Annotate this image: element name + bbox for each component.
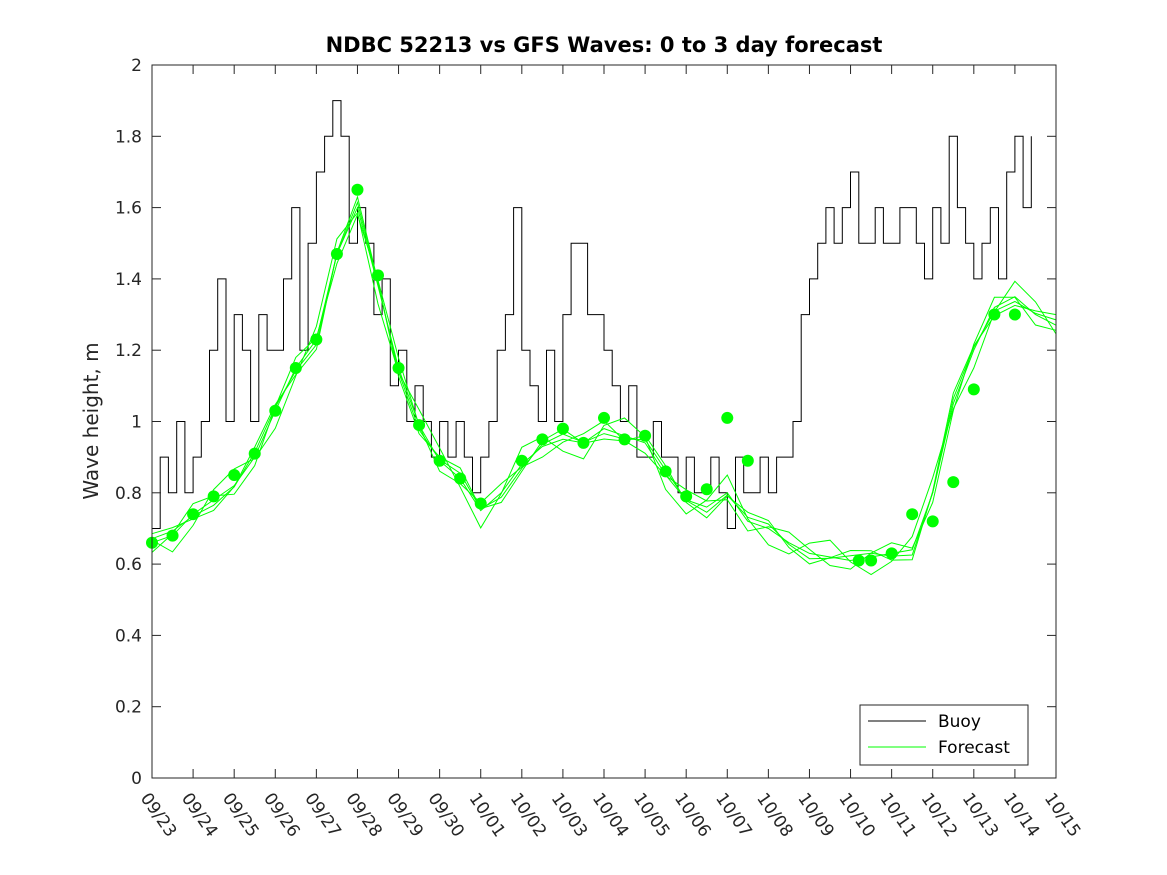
forecast-marker (515, 454, 528, 467)
y-tick-label: 0.2 (115, 698, 142, 718)
forecast-marker (454, 472, 467, 485)
forecast-marker (967, 383, 980, 396)
forecast-marker (926, 515, 939, 528)
forecast-marker (330, 247, 343, 260)
forecast-marker (598, 411, 610, 424)
y-axis-label: Wave height, m (79, 342, 103, 499)
buoy-series-layer (152, 100, 1032, 529)
legend-buoy-label: Buoy (938, 712, 981, 732)
y-tick-label: 1.6 (115, 199, 142, 219)
forecast-marker (700, 483, 713, 496)
forecast-marker (413, 419, 426, 432)
forecast-marker-layer (146, 183, 1021, 567)
forecast-marker (228, 468, 241, 481)
forecast-series-layer (151, 195, 1057, 576)
forecast-marker (310, 333, 323, 346)
forecast-marker (885, 547, 898, 560)
forecast-marker (659, 465, 672, 478)
forecast-marker (618, 433, 631, 446)
forecast-marker (372, 269, 384, 282)
y-tick-label: 0.6 (115, 555, 142, 575)
forecast-line (151, 211, 1057, 576)
forecast-marker (166, 529, 179, 542)
forecast-marker (207, 490, 220, 503)
forecast-marker (577, 436, 590, 449)
y-tick-label: 1.4 (115, 270, 142, 290)
forecast-marker (680, 490, 693, 503)
forecast-marker (187, 508, 200, 521)
forecast-marker (988, 308, 1001, 321)
forecast-line (151, 195, 1057, 565)
forecast-marker (865, 554, 878, 567)
forecast-marker (392, 362, 405, 375)
y-tick-label: 2 (131, 56, 142, 76)
y-axis: 0 0.2 0.4 0.6 0.8 1 1.2 1.4 1.6 1.8 2 (115, 56, 1056, 789)
forecast-marker (556, 422, 569, 435)
forecast-marker (269, 404, 282, 417)
forecast-marker (906, 508, 919, 521)
forecast-line (151, 200, 1057, 560)
y-tick-label: 0.8 (115, 484, 142, 504)
legend-forecast-label: Forecast (938, 738, 1010, 758)
forecast-marker (474, 497, 487, 510)
forecast-marker (721, 411, 734, 424)
y-tick-label: 1 (131, 413, 142, 433)
forecast-marker (1008, 308, 1021, 321)
forecast-marker (639, 429, 652, 442)
y-tick-label: 1.2 (115, 341, 142, 361)
legend-box (859, 704, 1029, 766)
forecast-marker (536, 433, 549, 446)
forecast-marker (947, 476, 960, 489)
forecast-marker (852, 554, 865, 567)
forecast-marker (433, 454, 446, 467)
y-tick-label: 0 (131, 769, 142, 789)
forecast-marker (248, 447, 261, 460)
buoy-line (152, 100, 1032, 529)
chart-title: NDBC 52213 vs GFS Waves: 0 to 3 day fore… (326, 33, 883, 57)
legend: Buoy Forecast (859, 704, 1029, 766)
forecast-marker (351, 183, 364, 196)
y-tick-label: 1.8 (115, 127, 142, 147)
forecast-marker (741, 454, 754, 467)
y-tick-label: 0.4 (115, 626, 142, 646)
forecast-marker (289, 362, 302, 375)
